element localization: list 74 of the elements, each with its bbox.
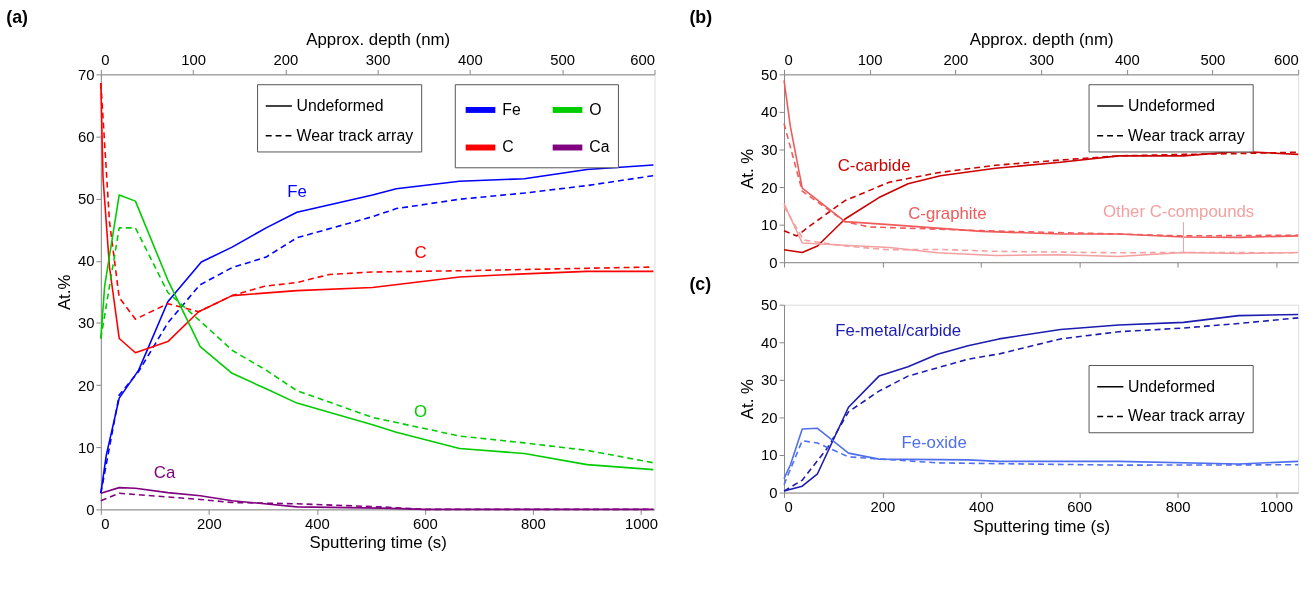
legend-label: Fe (502, 100, 521, 118)
x-tick-label: 0 (101, 515, 110, 532)
x-tick-label: 600 (1067, 498, 1093, 515)
x2-tick-label: 600 (1273, 51, 1299, 68)
y-tick-label: 30 (77, 315, 95, 332)
legend-label: O (589, 100, 602, 118)
y-tick-label: 0 (769, 485, 778, 502)
y-tick-label: 60 (77, 128, 95, 145)
y-tick-label: 40 (77, 253, 95, 270)
x2-tick-label: 400 (458, 51, 483, 68)
x-tick-label: 400 (968, 498, 994, 515)
x2-tick-label: 0 (784, 51, 793, 68)
y-tick-label: 30 (761, 141, 778, 158)
text: Ca (153, 462, 176, 482)
annotation: Undeformed (296, 96, 384, 114)
annotation: Undeformed (1128, 377, 1216, 395)
y-tick-label: 50 (77, 191, 95, 208)
y-tick-label: 50 (761, 66, 778, 83)
x-axis-title: Sputtering time (s) (972, 516, 1111, 536)
y-tick-label: 20 (77, 377, 95, 394)
y-tick-label: 10 (77, 439, 95, 456)
x2-tick-label: 300 (1029, 51, 1054, 68)
annotation: Wear track array (296, 126, 414, 144)
x-tick-label: 600 (413, 515, 438, 532)
y-axis-title: At.% (55, 274, 75, 311)
x2-tick-label: 400 (1114, 51, 1140, 68)
y-tick-label: 20 (761, 179, 778, 196)
chart-title: (b) (689, 6, 713, 27)
annotation: Wear track array (1128, 407, 1245, 425)
y-tick-label: 10 (761, 447, 778, 464)
x2-tick-label: 300 (365, 51, 391, 68)
chart-title: (a) (6, 6, 29, 27)
x-tick-label: 200 (870, 498, 896, 515)
chart-title: (c) (689, 273, 712, 294)
x-tick-label: 800 (521, 515, 546, 532)
x2-tick-label: 500 (1200, 51, 1226, 68)
legend-label: C (502, 138, 514, 156)
x2-tick-label: 100 (181, 51, 206, 68)
series-label: Other C-compounds (1102, 202, 1255, 222)
series-label: Fe-metal/carbide (835, 320, 962, 340)
x-tick-label: 400 (305, 515, 330, 532)
x-tick-label: 0 (784, 498, 793, 515)
x2-tick-label: 200 (943, 51, 969, 68)
annotation: Wear track array (1128, 126, 1245, 144)
x2-tick-label: 200 (273, 51, 299, 68)
x-tick-label: 1000 (625, 515, 659, 532)
x2-axis-title: Approx. depth (nm) (969, 30, 1114, 50)
text: Fe (287, 182, 307, 202)
x2-tick-label: 600 (630, 51, 656, 68)
y-tick-label: 10 (761, 217, 778, 234)
y-tick-label: 30 (761, 372, 778, 389)
x-tick-label: 200 (197, 515, 222, 532)
y-axis-title: At. % (738, 379, 758, 420)
x-tick-label: 800 (1165, 498, 1191, 515)
series-label: Fe-oxide (901, 432, 967, 452)
x2-tick-label: 100 (857, 51, 883, 68)
y-axis-title: At. % (738, 148, 758, 189)
series-label: C-carbide (837, 156, 911, 176)
legend-label: Ca (589, 138, 610, 156)
y-tick-label: 0 (769, 254, 778, 271)
y-tick-label: 70 (77, 66, 95, 83)
x2-axis-title: Approx. depth (nm) (306, 30, 451, 50)
x-tick-label: 1000 (1260, 498, 1294, 515)
annotation: Undeformed (1128, 96, 1216, 114)
series-label: C-graphite (908, 204, 987, 224)
y-tick-label: 20 (761, 409, 778, 426)
y-tick-label: 40 (761, 334, 778, 351)
y-tick-label: 40 (761, 104, 778, 121)
x-axis-title: Sputtering time (s) (309, 533, 447, 553)
x2-tick-label: 500 (550, 51, 576, 68)
text: O (414, 402, 428, 422)
y-tick-label: 50 (761, 297, 778, 314)
x2-tick-label: 0 (101, 51, 110, 68)
text: C (414, 243, 427, 263)
